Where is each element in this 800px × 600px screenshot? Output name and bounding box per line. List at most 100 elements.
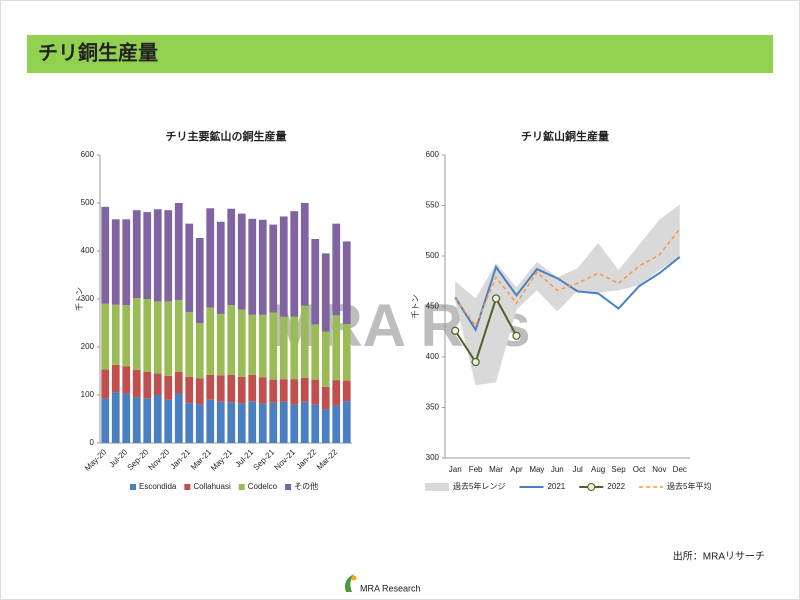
x-tick-label: Dec: [673, 465, 687, 474]
bar-segment: [311, 239, 320, 325]
bar-segment: [216, 313, 225, 376]
bar-segment: [237, 309, 246, 377]
bar-segment: [185, 376, 194, 404]
bar-segment: [174, 299, 183, 372]
bar-segment: [111, 392, 120, 443]
bar-segment: [216, 375, 225, 402]
legend-label: 過去5年平均: [667, 481, 711, 491]
bar-segment: [248, 314, 257, 375]
bar-segment: [153, 373, 162, 395]
x-tick-label: Mar: [489, 465, 503, 474]
bar-segment: [227, 208, 236, 306]
bar-segment: [311, 379, 320, 405]
bar-segment: [300, 305, 309, 378]
bar-segment: [300, 203, 309, 306]
bar-segment: [290, 211, 299, 317]
bar-segment: [132, 397, 141, 443]
y-tick-label: 400: [426, 352, 440, 361]
logo-dot: [351, 575, 357, 581]
legend-swatch: [285, 484, 292, 490]
series-line: [454, 256, 681, 333]
bar-segment: [321, 253, 330, 332]
bar-segment: [321, 331, 330, 387]
bar-segment: [332, 223, 341, 316]
legend-swatch: [130, 484, 136, 490]
bar-segment: [122, 305, 131, 367]
bar-segment: [237, 403, 246, 443]
bar-segment: [101, 369, 110, 399]
bar-segment: [279, 401, 288, 443]
bar-segment: [132, 370, 141, 398]
bar-segment: [332, 405, 341, 443]
bar-segment: [185, 403, 194, 443]
bar-segment: [206, 307, 215, 375]
bar-segment: [174, 371, 183, 394]
y-tick-label: 100: [81, 390, 95, 399]
bar-segment: [174, 203, 183, 300]
bar-segment: [258, 377, 267, 404]
bar-segment: [164, 399, 173, 443]
bar-segment: [164, 301, 173, 376]
y-axis-label: 千トン: [410, 295, 420, 319]
point-marker: [451, 326, 460, 335]
legend-label: Codelco: [248, 482, 278, 491]
bar-segment: [279, 216, 288, 317]
source: 出所：MRAリサーチ: [673, 550, 765, 563]
chart-title: チリ主要鉱山の銅生産量: [166, 129, 287, 143]
bar-segment: [101, 206, 110, 304]
bar-segment: [237, 213, 246, 310]
legend-label: Escondida: [139, 482, 177, 491]
legend-label: Collahuasi: [193, 482, 231, 491]
bar-segment: [342, 323, 351, 381]
bar-segment: [269, 224, 278, 313]
bar-segment: [279, 316, 288, 380]
legend-marker: [587, 483, 596, 491]
y-tick-label: 350: [426, 403, 440, 412]
bar-segment: [321, 386, 330, 410]
bar-segment: [342, 241, 351, 324]
bar-segment: [206, 208, 215, 308]
bar-segment: [300, 401, 309, 443]
series-line: [454, 295, 518, 365]
point-marker: [491, 294, 501, 303]
y-tick-label: 200: [81, 342, 95, 351]
bar-segment: [164, 210, 173, 302]
bar-segment: [269, 402, 278, 443]
legend-label: 過去5年レンジ: [453, 481, 505, 491]
bar-segment: [279, 379, 288, 402]
y-tick-label: 300: [81, 294, 95, 303]
y-tick-label: 450: [426, 302, 440, 311]
series-line: [454, 228, 681, 328]
point-marker: [512, 331, 521, 340]
bar-segment: [237, 376, 246, 404]
bar-segment: [111, 364, 120, 393]
y-tick-label: 400: [81, 246, 95, 255]
bar-segment: [195, 378, 204, 405]
bar-segment: [174, 393, 183, 443]
bar-segment: [227, 305, 236, 375]
bar-segment: [248, 401, 257, 443]
bar-segment: [258, 403, 267, 443]
range-band: [455, 204, 680, 386]
legend-label: その他: [294, 481, 318, 491]
bar-segment: [290, 404, 299, 443]
logo-text: MRA Research: [360, 583, 421, 593]
bar-segment: [153, 301, 162, 374]
x-tick-label: Jul: [573, 465, 583, 474]
bar-segment: [143, 398, 152, 443]
header-title: チリ銅生産量: [38, 40, 158, 64]
bar-segment: [153, 209, 162, 302]
bar-segment: [342, 380, 351, 402]
bar-segment: [321, 409, 330, 443]
bar-segment: [216, 401, 225, 443]
header-bar: [27, 35, 773, 73]
legend-swatch: [425, 483, 449, 491]
y-tick-label: 300: [426, 453, 440, 462]
chart-title: チリ鉱山銅生産量: [521, 129, 609, 143]
x-tick-label: May: [529, 465, 544, 474]
bar-segment: [122, 393, 131, 443]
y-axis-label: 千トン: [74, 287, 84, 311]
bar-segment: [122, 366, 131, 394]
